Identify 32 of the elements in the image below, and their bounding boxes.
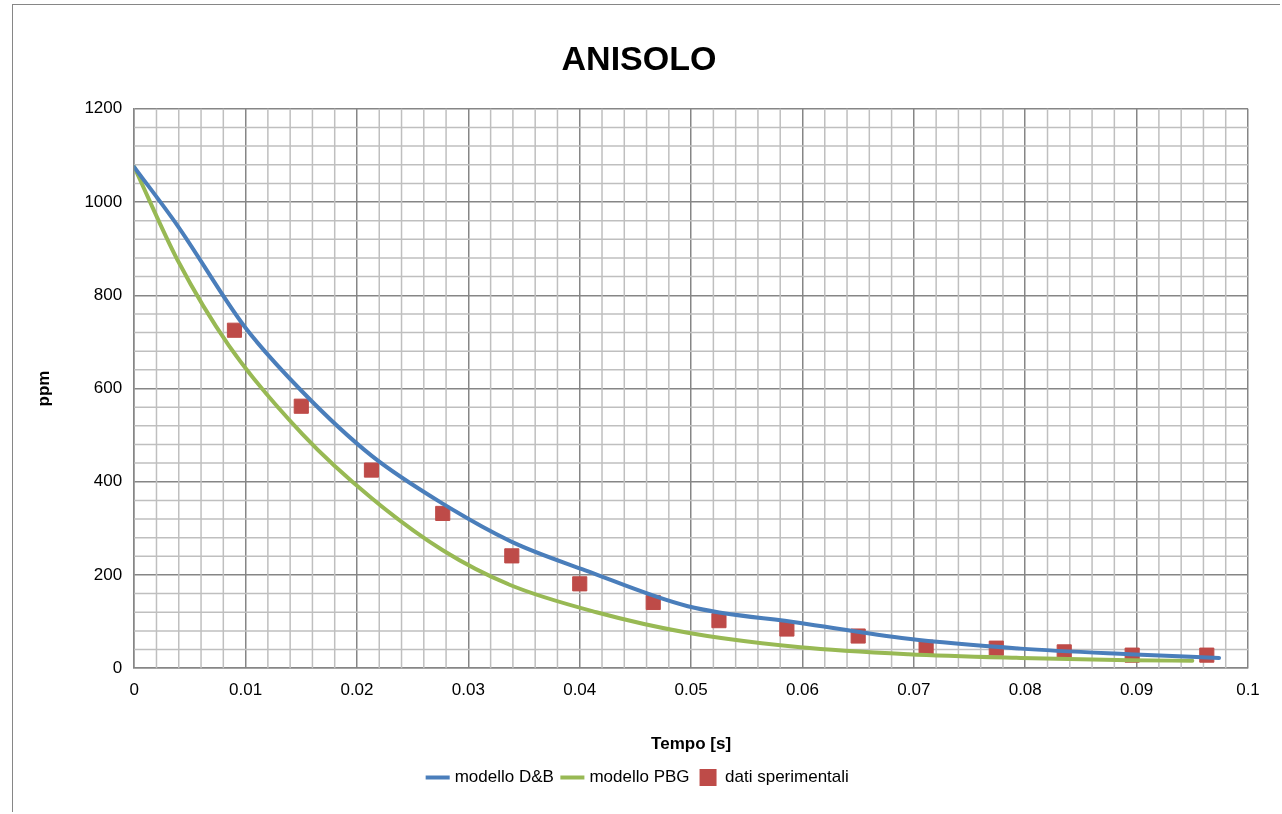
y-axis-title: ppm — [33, 370, 53, 407]
x-tick-label: 0.03 — [451, 680, 485, 700]
y-tick-label: 200 — [93, 564, 123, 584]
point — [363, 462, 380, 478]
point — [572, 576, 588, 592]
y-tick-label: 400 — [93, 471, 123, 491]
y-tick-label: 0 — [112, 657, 123, 677]
x-tick-label: 0.01 — [229, 680, 263, 700]
x-axis-title: Tempo [s] — [651, 734, 732, 754]
legend-label: dati sperimentali — [725, 767, 849, 787]
point — [293, 398, 309, 414]
x-tick-label: 0.06 — [785, 680, 820, 700]
point — [435, 505, 451, 521]
point — [779, 621, 795, 637]
y-tick-label: 800 — [93, 284, 123, 304]
x-tick-label: 0.1 — [1236, 680, 1260, 700]
x-tick-label: 0.05 — [674, 680, 708, 700]
point — [504, 548, 520, 564]
x-tick-label: 0.09 — [1120, 680, 1154, 700]
x-tick-label: 0.08 — [1008, 680, 1042, 700]
legend-label: modello PBG — [589, 767, 690, 787]
point — [711, 613, 727, 629]
y-tick-label: 1200 — [84, 98, 123, 118]
x-tick-label: 0 — [129, 680, 139, 700]
y-tick-label: 600 — [93, 378, 123, 398]
x-tick-label: 0.07 — [897, 680, 931, 700]
y-tick-label: 1000 — [84, 191, 123, 211]
legend-label: modello D&B — [454, 767, 554, 787]
x-tick-label: 0.04 — [563, 680, 597, 700]
x-tick-label: 0.02 — [340, 680, 374, 700]
chart-title: ANISOLO — [561, 38, 717, 77]
point — [226, 322, 243, 338]
